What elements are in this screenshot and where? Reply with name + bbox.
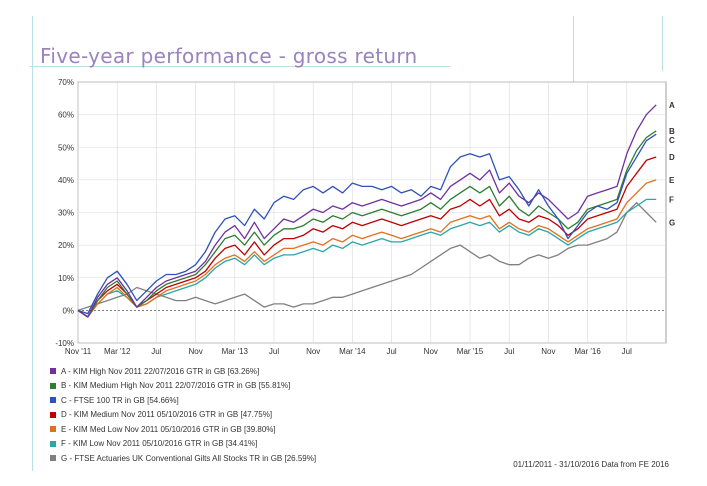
x-tick-label: Jul xyxy=(386,347,396,356)
series-line-f xyxy=(77,198,657,318)
series-end-label: F xyxy=(669,195,674,204)
guide-line-left xyxy=(32,16,33,471)
y-tick-label: 60% xyxy=(58,111,74,120)
legend-item-e: E - KIM Med Low Nov 2011 05/10/2016 GTR … xyxy=(50,422,470,437)
x-tick-label: Mar '12 xyxy=(104,347,131,356)
legend-label: A - KIM High Nov 2011 22/07/2016 GTR in … xyxy=(61,366,260,376)
legend-label: G - FTSE Actuaries UK Conventional Gilts… xyxy=(61,453,317,463)
guide-line-far-right xyxy=(662,16,663,71)
source-note: 01/11/2011 - 31/10/2016 Data from FE 201… xyxy=(513,460,669,469)
series-end-label: A xyxy=(669,101,675,110)
series-line-g xyxy=(77,202,657,312)
x-tick-label: Mar '14 xyxy=(339,347,366,356)
legend-item-a: A - KIM High Nov 2011 22/07/2016 GTR in … xyxy=(50,364,470,379)
legend-item-c: C - FTSE 100 TR in GB [54.66%] xyxy=(50,393,470,408)
legend-label: E - KIM Med Low Nov 2011 05/10/2016 GTR … xyxy=(61,424,276,434)
legend-swatch xyxy=(50,455,56,462)
y-tick-label: 30% xyxy=(58,209,74,218)
y-tick-label: 10% xyxy=(58,274,74,283)
series-line-c xyxy=(77,133,657,315)
x-tick-label: Nov xyxy=(424,347,438,356)
chart-legend: A - KIM High Nov 2011 22/07/2016 GTR in … xyxy=(50,364,470,466)
legend-swatch xyxy=(50,382,56,389)
x-tick-label: Mar '13 xyxy=(222,347,249,356)
series-end-label: D xyxy=(669,153,675,162)
series-end-label: B xyxy=(669,127,675,136)
x-tick-label: Nov xyxy=(306,347,320,356)
guide-line-top xyxy=(30,66,450,67)
legend-item-f: F - KIM Low Nov 2011 05/10/2016 GTR in G… xyxy=(50,437,470,452)
legend-item-d: D - KIM Medium Nov 2011 05/10/2016 GTR i… xyxy=(50,408,470,423)
legend-label: F - KIM Low Nov 2011 05/10/2016 GTR in G… xyxy=(61,439,258,449)
x-tick-label: Jul xyxy=(269,347,279,356)
y-tick-label: 0% xyxy=(62,306,74,315)
legend-label: C - FTSE 100 TR in GB [54.66%] xyxy=(61,395,179,405)
legend-item-b: B - KIM Medium High Nov 2011 22/07/2016 … xyxy=(50,379,470,394)
series-end-label: C xyxy=(669,136,675,145)
y-tick-label: 40% xyxy=(58,176,74,185)
series-end-label: E xyxy=(669,176,675,185)
y-tick-label: 50% xyxy=(58,143,74,152)
x-tick-label: Mar '16 xyxy=(574,347,601,356)
x-tick-label: Jul xyxy=(151,347,161,356)
legend-label: D - KIM Medium Nov 2011 05/10/2016 GTR i… xyxy=(61,410,273,420)
slide-title: Five-year performance - gross return xyxy=(40,44,418,68)
x-tick-label: Nov '11 xyxy=(65,347,92,356)
legend-swatch xyxy=(50,426,56,433)
legend-swatch xyxy=(50,368,56,375)
x-tick-label: Jul xyxy=(504,347,514,356)
series-line-e xyxy=(77,179,657,318)
y-tick-label: 20% xyxy=(58,241,74,250)
x-tick-label: Mar '15 xyxy=(457,347,484,356)
legend-swatch xyxy=(50,440,56,447)
series-line-b xyxy=(77,130,657,318)
legend-item-g: G - FTSE Actuaries UK Conventional Gilts… xyxy=(50,451,470,466)
legend-label: B - KIM Medium High Nov 2011 22/07/2016 … xyxy=(61,381,291,391)
legend-swatch xyxy=(50,411,56,418)
x-tick-label: Nov xyxy=(541,347,555,356)
y-tick-label: -10% xyxy=(55,339,74,348)
series-line-a xyxy=(77,104,657,318)
x-tick-label: Nov xyxy=(188,347,202,356)
series-line-d xyxy=(77,156,657,318)
legend-swatch xyxy=(50,397,56,404)
guide-line-right xyxy=(573,16,574,106)
series-end-label: G xyxy=(669,218,675,227)
y-tick-label: 70% xyxy=(58,78,74,87)
x-tick-label: Jul xyxy=(622,347,632,356)
